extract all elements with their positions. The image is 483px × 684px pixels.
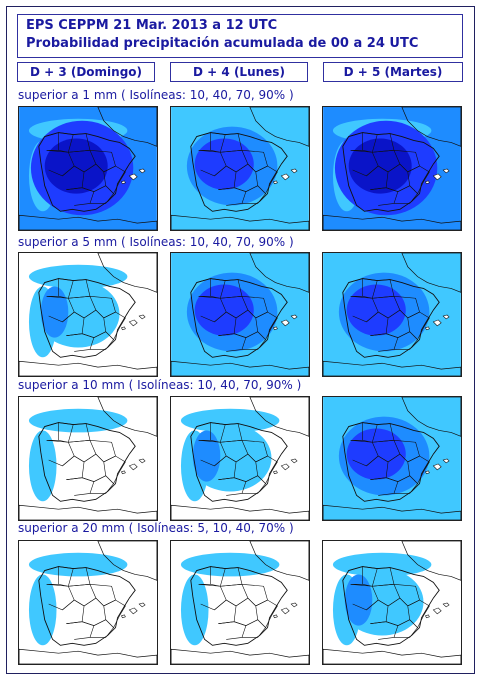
map-20mm-d4 bbox=[170, 540, 310, 665]
day-label-d4: D + 4 (Lunes) bbox=[170, 62, 308, 82]
figure-frame bbox=[6, 6, 475, 674]
map-1mm-d4 bbox=[170, 106, 310, 231]
day-label-d5: D + 5 (Martes) bbox=[323, 62, 463, 82]
threshold-label-20mm: superior a 20 mm ( Isolíneas: 5, 10, 40,… bbox=[18, 521, 294, 535]
map-5mm-d4 bbox=[170, 252, 310, 377]
map-20mm-d5 bbox=[322, 540, 462, 665]
header-subtitle: Probabilidad precipitación acumulada de … bbox=[26, 36, 419, 51]
map-10mm-d4 bbox=[170, 396, 310, 521]
header-box: EPS CEPPM 21 Mar. 2013 a 12 UTC Probabil… bbox=[17, 14, 463, 58]
map-1mm-d3 bbox=[18, 106, 158, 231]
threshold-label-10mm: superior a 10 mm ( Isolíneas: 10, 40, 70… bbox=[18, 378, 302, 392]
header-title: EPS CEPPM 21 Mar. 2013 a 12 UTC bbox=[26, 18, 278, 33]
map-1mm-d5 bbox=[322, 106, 462, 231]
map-5mm-d5 bbox=[322, 252, 462, 377]
map-10mm-d3 bbox=[18, 396, 158, 521]
day-label-d3: D + 3 (Domingo) bbox=[17, 62, 155, 82]
map-10mm-d5 bbox=[322, 396, 462, 521]
threshold-label-5mm: superior a 5 mm ( Isolíneas: 10, 40, 70,… bbox=[18, 235, 294, 249]
map-5mm-d3 bbox=[18, 252, 158, 377]
map-20mm-d3 bbox=[18, 540, 158, 665]
threshold-label-1mm: superior a 1 mm ( Isolíneas: 10, 40, 70,… bbox=[18, 88, 294, 102]
